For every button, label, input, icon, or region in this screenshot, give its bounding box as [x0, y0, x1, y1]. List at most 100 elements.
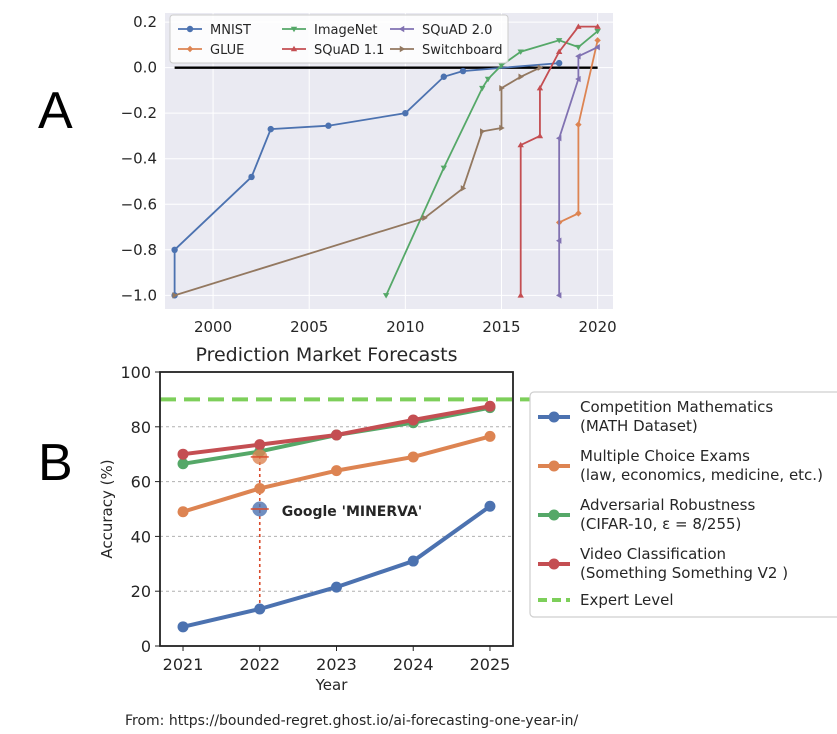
- chart-a-legend-label: Switchboard: [422, 43, 503, 58]
- chart-b-point-video-classification: [331, 429, 342, 441]
- chart-b-point-video-classification: [407, 414, 419, 426]
- chart-b-plot-area: [160, 372, 513, 646]
- chart-a-point-squad-2-0: [575, 53, 581, 60]
- chart-a-legend-marker-glue: [186, 45, 194, 53]
- chart-a-point-mnist: [325, 122, 332, 129]
- chart-a-point-squad-1-1: [517, 141, 524, 148]
- chart-a-point-imagenet: [382, 293, 390, 299]
- chart-a-point-imagenet: [575, 44, 582, 51]
- chart-a-legend-marker-imagenet: [290, 26, 298, 33]
- chart-a-legend-label: ImageNet: [314, 23, 378, 38]
- chart-b-xtick-label: 2025: [470, 655, 511, 674]
- chart-a-legend-label: MNIST: [210, 23, 251, 38]
- chart-b-xtick-label: 2023: [316, 655, 357, 674]
- chart-a-ytick-label: −0.4: [121, 150, 157, 168]
- chart-b-legend-marker-adversarial-robustness: [548, 509, 560, 521]
- chart-a-xtick-label: 2015: [482, 318, 520, 336]
- chart-a-point-switchboard: [480, 128, 486, 135]
- chart-a-point-switchboard: [499, 124, 505, 132]
- chart-b-annotation-label: Google 'MINERVA': [282, 504, 422, 520]
- chart-a-point-imagenet: [479, 85, 486, 92]
- chart-a-legend-marker-squad-1-1: [290, 45, 298, 52]
- chart-a-legend-box: [169, 14, 509, 64]
- chart-a-point-imagenet: [517, 49, 524, 55]
- chart-a-point-imagenet: [555, 38, 563, 44]
- chart-b-ytick-label: 60: [131, 473, 151, 492]
- chart-a-point-mnist: [248, 173, 255, 181]
- panel-b-letter: B: [38, 434, 73, 492]
- chart-b-ytick-label: 40: [131, 527, 151, 546]
- chart-a-point-mnist: [267, 125, 274, 133]
- chart-a-point-switchboard: [460, 185, 467, 192]
- chart-b-legend-marker-competition-mathematics: [548, 411, 560, 423]
- chart-a-point-mnist: [459, 67, 467, 75]
- chart-a-point-switchboard: [422, 214, 428, 222]
- chart-a-legend-label: SQuAD 1.1: [314, 43, 384, 58]
- chart-a-xtick-label: 2020: [579, 318, 617, 336]
- chart-b-legend-marker-multiple-choice-exams: [548, 460, 560, 472]
- chart-a-point-imagenet: [484, 76, 492, 83]
- panel-a-letter: A: [38, 82, 73, 140]
- chart-a-point-squad-2-0: [555, 237, 562, 244]
- chart-b-legend-label: Multiple Choice Exams: [580, 447, 750, 465]
- chart-b-frame: [159, 371, 514, 647]
- chart-b-title: Prediction Market Forecasts: [195, 344, 457, 366]
- chart-b-point-competition-mathematics: [254, 603, 266, 615]
- chart-a-ytick-label: −0.6: [121, 195, 157, 213]
- chart-b-point-multiple-choice-exams: [177, 506, 189, 518]
- chart-b-point-competition-mathematics: [407, 555, 419, 567]
- chart-a-point-mnist: [402, 109, 409, 117]
- chart-a-ytick-label: 0.2: [133, 13, 157, 31]
- chart-b-ytick-label: 20: [131, 582, 151, 601]
- chart-a-point-switchboard: [537, 64, 544, 71]
- chart-b-legend-label: Expert Level: [580, 591, 674, 609]
- chart-a-point-mnist: [440, 73, 447, 80]
- chart-a-point-squad-1-1: [594, 23, 601, 29]
- chart-b-point-competition-mathematics: [177, 621, 189, 633]
- chart-b-legend-detail: (law, economics, medicine, etc.): [580, 466, 823, 484]
- chart-b-legend-detail: (Something Something V2 ): [580, 564, 788, 582]
- chart-a-ytick-label: −0.2: [121, 104, 157, 122]
- chart-b-ylabel: Accuracy (%): [98, 459, 116, 558]
- source-footer: From: https://bounded-regret.ghost.io/ai…: [125, 713, 578, 729]
- chart-b-legend-label: Adversarial Robustness: [580, 496, 755, 514]
- chart-b-legend-marker-video-classification: [548, 558, 560, 570]
- chart-b-ytick-label: 0: [141, 637, 151, 656]
- chart-a-point-squad-2-0: [594, 43, 600, 51]
- chart-b-legend-label: Video Classification: [580, 545, 726, 563]
- chart-b-legend-label: Competition Mathematics: [580, 398, 773, 416]
- chart-a-series-line-switchboard: [174, 66, 541, 297]
- chart-b-xtick-label: 2024: [393, 655, 434, 674]
- chart-a: 2000 2005 2010 2015 2020 0.2 0.0 −0.2 −0.4 −0.6 −0…: [121, 13, 617, 336]
- chart-b: Prediction Market Forecasts 2021 2022 2023 2…: [98, 344, 837, 694]
- chart-a-legend-marker-squad-2-0: [398, 25, 405, 33]
- chart-a-point-switchboard: [172, 292, 178, 299]
- chart-b-point-competition-mathematics: [331, 581, 342, 593]
- chart-a-xtick-label: 2005: [290, 318, 328, 336]
- chart-a-legend-marker-mnist: [186, 25, 194, 33]
- chart-b-point-adversarial-robustness: [177, 458, 189, 470]
- chart-a-point-mnist: [171, 246, 178, 253]
- chart-a-point-imagenet: [498, 63, 505, 69]
- chart-b-point-multiple-choice-exams: [407, 451, 419, 463]
- chart-b-xtick-label: 2022: [239, 655, 280, 674]
- chart-a-point-squad-2-0: [555, 135, 562, 142]
- chart-b-point-competition-mathematics: [484, 500, 496, 512]
- chart-b-ytick-label: 80: [131, 418, 151, 437]
- chart-b-point-video-classification: [254, 439, 266, 451]
- chart-a-series-line-squad-2-0: [558, 46, 599, 296]
- chart-a-point-imagenet: [440, 165, 447, 172]
- chart-a-ytick-label: −0.8: [121, 241, 157, 259]
- chart-a-point-squad-2-0: [575, 75, 581, 83]
- chart-a-xtick-label: 2010: [386, 318, 424, 336]
- chart-a-point-switchboard: [518, 73, 524, 80]
- chart-b-point-multiple-choice-exams: [254, 482, 266, 494]
- chart-b-point-multiple-choice-exams: [331, 465, 342, 477]
- chart-a-point-mnist: [555, 59, 563, 67]
- chart-a-point-squad-1-1: [575, 23, 582, 29]
- chart-b-point-video-classification: [484, 400, 496, 412]
- chart-a-ytick-label: −1.0: [121, 286, 157, 304]
- chart-b-xlabel: Year: [315, 676, 349, 694]
- chart-b-legend-detail: (CIFAR-10, ε = 8/255): [580, 515, 741, 533]
